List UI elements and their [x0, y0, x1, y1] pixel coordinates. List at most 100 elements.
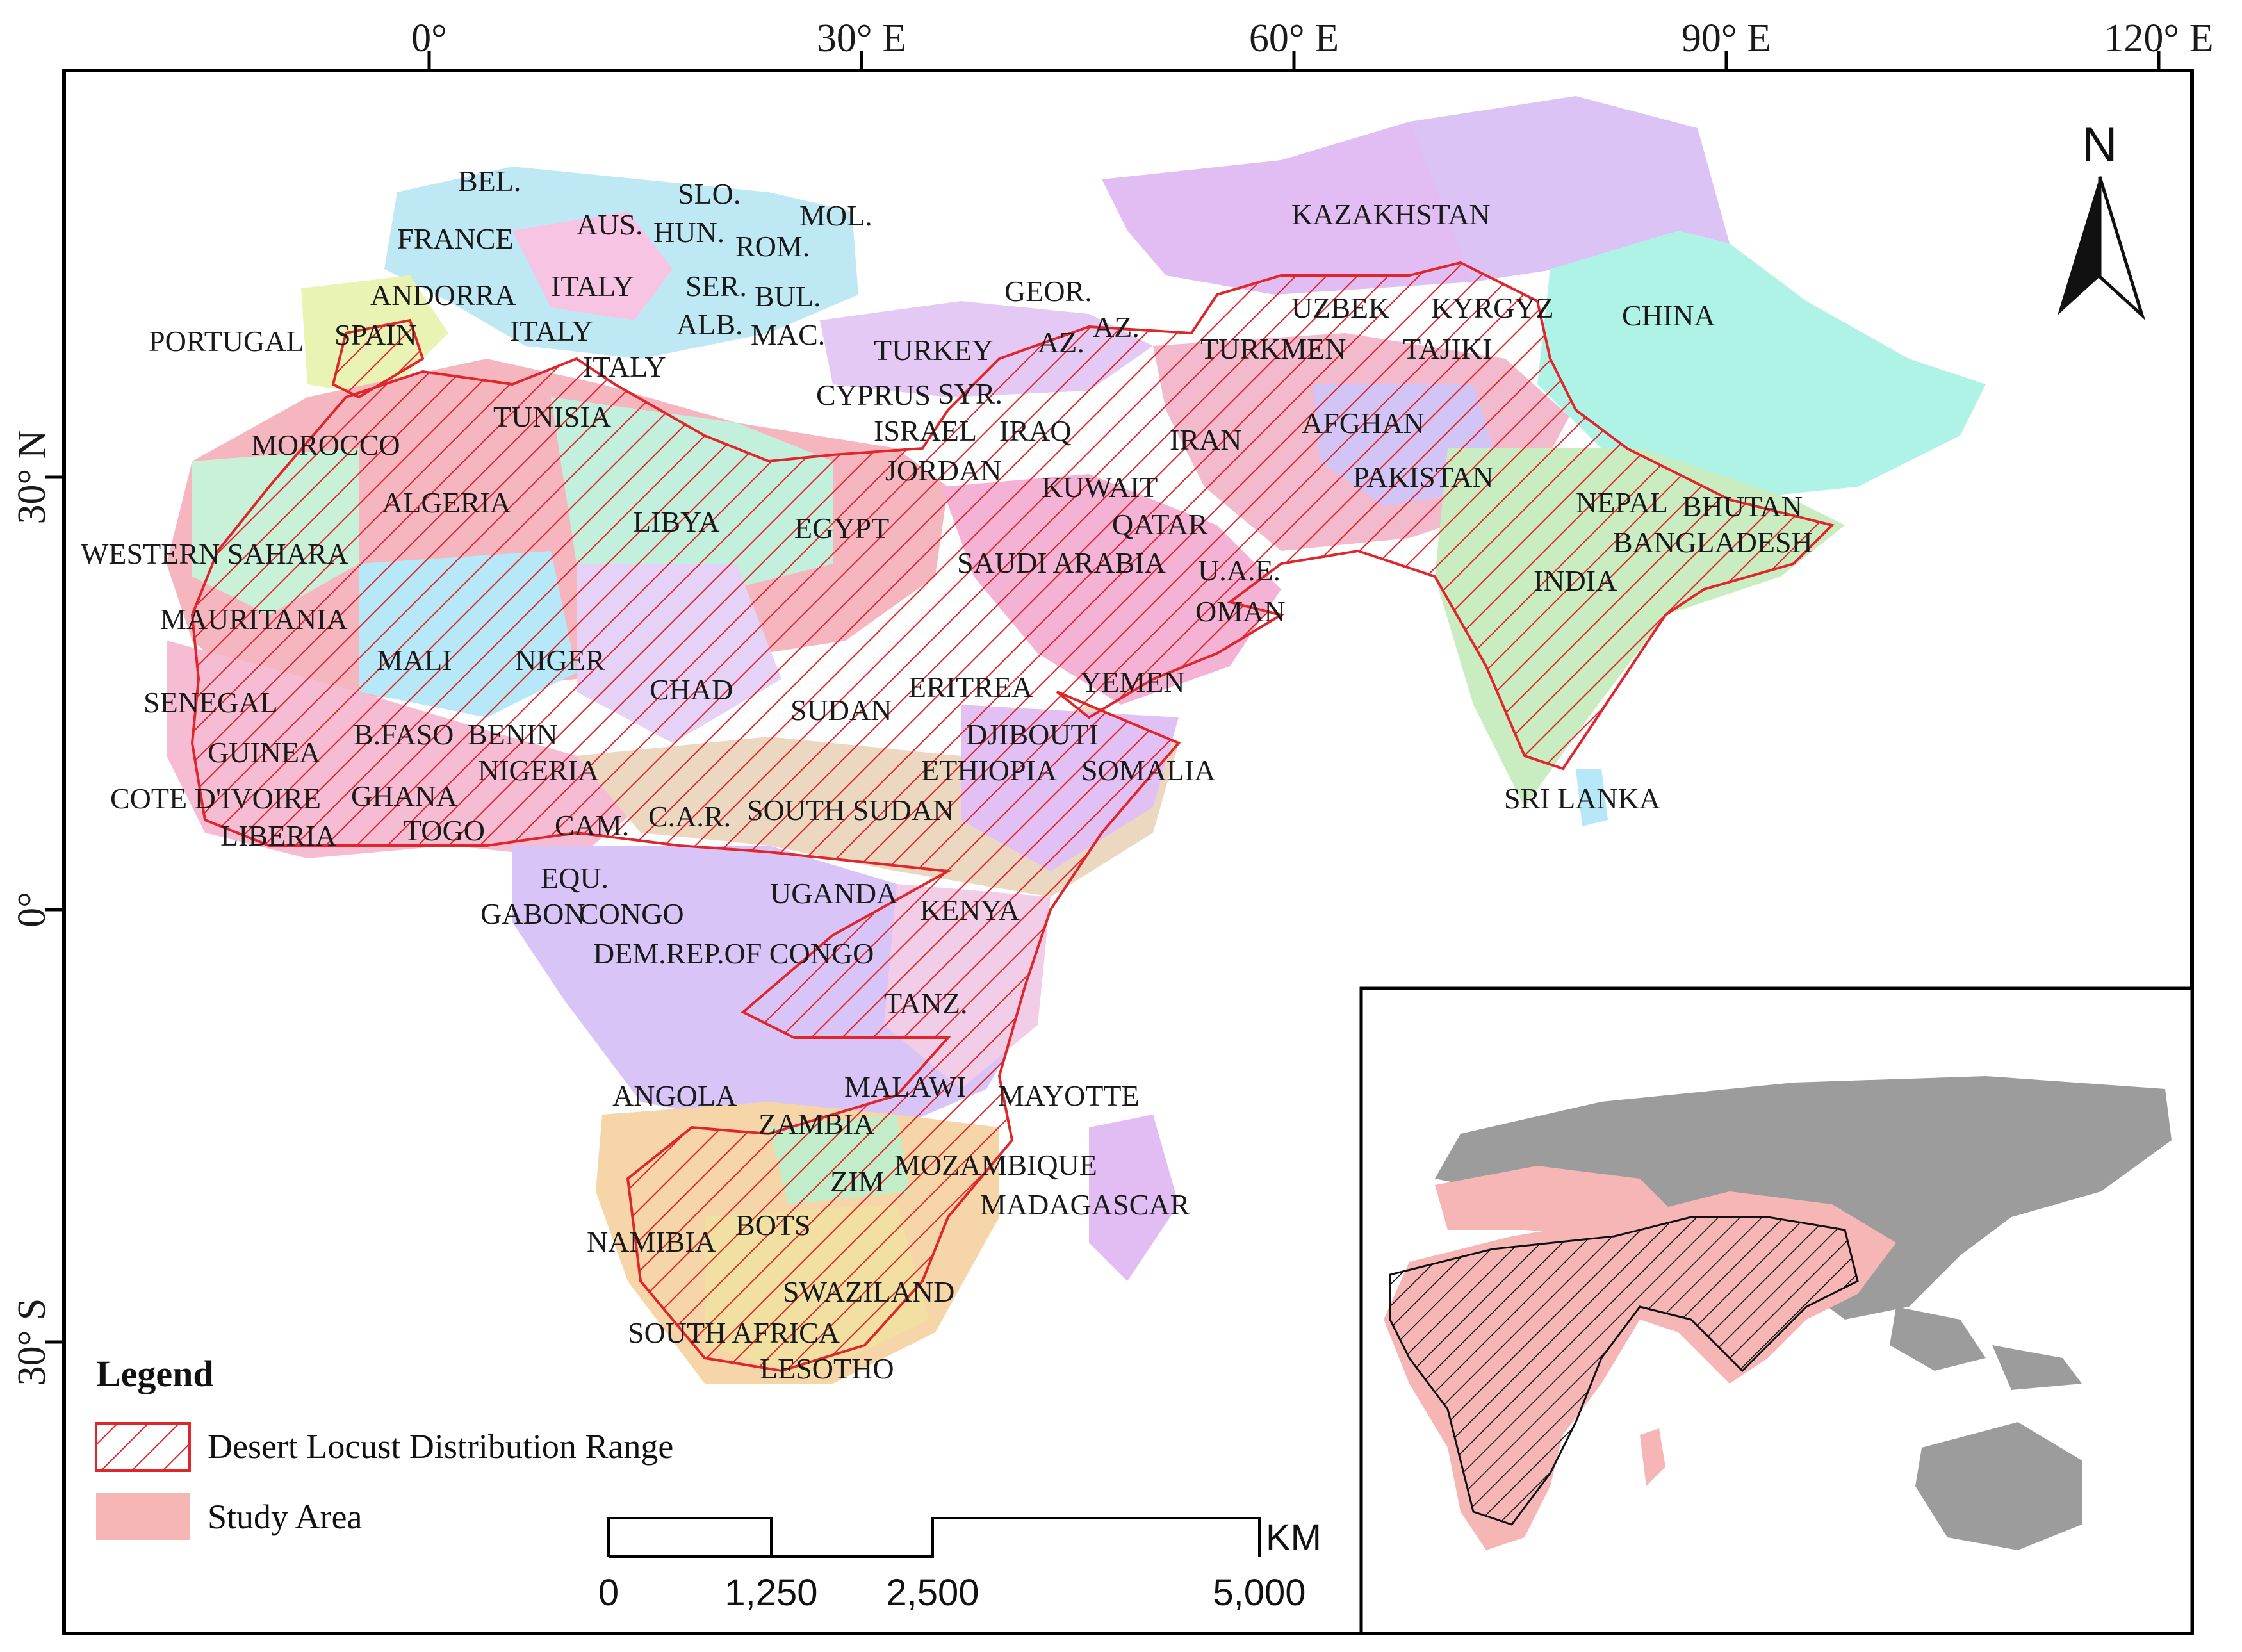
- country-label: MALAWI: [844, 1070, 967, 1103]
- north-arrow-icon: [2058, 176, 2146, 320]
- country-label: TURKMEN: [1200, 332, 1346, 365]
- country-label: SAUDI ARABIA: [957, 546, 1166, 579]
- country-label: ITALY: [510, 315, 593, 347]
- country-label: LESOTHO: [760, 1352, 894, 1385]
- country-label: CYPRUS: [816, 379, 931, 411]
- country-label: TOGO: [404, 814, 485, 847]
- axis-label-left-30n: 30° N: [10, 430, 54, 524]
- desert-locust-range: [190, 261, 1835, 1373]
- country-label: GEOR.: [1004, 275, 1092, 307]
- country-label: IRAQ: [999, 414, 1071, 447]
- country-label: UGANDA: [770, 877, 897, 910]
- country-label: MOL.: [799, 199, 872, 232]
- country-label: C.A.R.: [648, 800, 731, 833]
- country-label: NIGERIA: [478, 754, 599, 787]
- country-label: NEPAL: [1576, 486, 1668, 519]
- country-label: PAKISTAN: [1353, 461, 1494, 493]
- country-label: SER.: [685, 270, 747, 302]
- country-label: MALI: [377, 644, 452, 676]
- country-label: TUNISIA: [493, 400, 611, 433]
- country-label: BHUTAN: [1682, 490, 1803, 523]
- country-label: GABON: [480, 897, 585, 930]
- left-ticks: [45, 475, 64, 1344]
- country-label: U.A.E.: [1198, 554, 1281, 587]
- country-label: ITALY: [551, 270, 634, 302]
- country-label: TURKEY: [874, 334, 994, 366]
- country-label: BANGLADESH: [1613, 526, 1813, 559]
- scale-tick-1250: 1,250: [724, 1572, 817, 1614]
- country-label: COTE D'IVOIRE: [110, 782, 321, 815]
- country-label: TANZ.: [884, 987, 967, 1020]
- country-label: EGYPT: [794, 512, 889, 544]
- legend-title: Legend: [96, 1353, 214, 1394]
- country-label: NIGER: [515, 644, 605, 676]
- country-label: ISRAEL: [874, 414, 977, 447]
- top-ticks: [427, 51, 2161, 70]
- country-label: ANDORRA: [370, 279, 516, 311]
- country-label: LIBYA: [633, 505, 719, 538]
- country-label: EQU.: [541, 862, 609, 894]
- country-label: AFGHAN: [1302, 407, 1425, 439]
- country-label: QATAR: [1112, 508, 1208, 541]
- country-label: NAMIBIA: [587, 1225, 716, 1258]
- country-label: SENEGAL: [143, 686, 278, 719]
- legend-label-distribution: Desert Locust Distribution Range: [208, 1427, 673, 1466]
- country-label: MADAGASCAR: [980, 1188, 1190, 1221]
- country-label: MAURITANIA: [160, 603, 348, 635]
- country-label: SRI LANKA: [1504, 782, 1660, 815]
- country-label: ALGERIA: [382, 486, 511, 519]
- country-label: INDIA: [1534, 564, 1617, 597]
- country-label: YEMEN: [1080, 666, 1185, 698]
- country-label: B.FASO: [354, 718, 454, 751]
- country-label: SLO.: [678, 177, 741, 210]
- country-label: KYRGYZ: [1431, 291, 1554, 324]
- country-label: SUDAN: [790, 694, 892, 726]
- axis-label-top-0: 0°: [411, 17, 447, 60]
- country-label: MOZAMBIQUE: [894, 1149, 1097, 1181]
- country-label: JORDAN: [885, 454, 1001, 487]
- country-label: BEL.: [458, 165, 521, 197]
- axis-label-top-120e: 120° E: [2104, 17, 2213, 60]
- country-label: FRANCE: [397, 222, 513, 255]
- country-label: MOROCCO: [251, 429, 400, 461]
- country-labels: BEL. FRANCE AUS. SLO. HUN. MOL. ROM. AND…: [81, 165, 1813, 1385]
- country-label: CHAD: [650, 673, 733, 706]
- country-label: CHINA: [1622, 299, 1715, 332]
- scale-tick-0: 0: [598, 1572, 619, 1614]
- axis-label-left-0: 0°: [10, 892, 54, 928]
- country-label: ETHIOPIA: [921, 754, 1057, 787]
- country-label: KUWAIT: [1042, 471, 1158, 503]
- legend-swatch-study-area: [96, 1493, 190, 1540]
- country-label: IRAN: [1170, 423, 1241, 456]
- country-label: TAJIKI: [1403, 332, 1492, 365]
- legend-swatch-distribution: [95, 1422, 191, 1472]
- country-label: SYR.: [938, 377, 1002, 410]
- country-label: DEM.REP.OF CONGO: [593, 937, 874, 970]
- country-label: SPAIN: [334, 318, 417, 351]
- country-label: ROM.: [735, 230, 810, 263]
- country-label: ALB.: [676, 308, 743, 341]
- country-label: AZ.: [1038, 326, 1084, 359]
- country-label: MAC.: [751, 318, 825, 351]
- axis-label-top-90e: 90° E: [1682, 17, 1771, 60]
- country-label: AZ.: [1093, 311, 1140, 343]
- country-label: AUS.: [577, 208, 643, 241]
- country-label: KENYA: [920, 894, 1020, 926]
- country-label: ZAMBIA: [758, 1108, 874, 1140]
- north-arrow: N: [2058, 118, 2146, 320]
- north-label: N: [2082, 118, 2118, 172]
- axis-label-left-30s: 30° S: [10, 1298, 54, 1386]
- country-label: ERITREA: [908, 671, 1033, 703]
- country-label: PORTUGAL: [149, 325, 304, 357]
- country-label: ANGOLA: [612, 1079, 737, 1112]
- inset-map: [1359, 986, 2194, 1635]
- country-label: MAYOTTE: [998, 1079, 1140, 1112]
- country-label: SOMALIA: [1081, 754, 1216, 787]
- country-label: BENIN: [468, 718, 558, 751]
- country-label: SWAZILAND: [783, 1275, 954, 1308]
- country-label: KAZAKHSTAN: [1291, 198, 1491, 231]
- country-label: OMAN: [1195, 595, 1286, 628]
- axis-label-top-60e: 60° E: [1249, 17, 1339, 60]
- country-label: UZBEK: [1291, 291, 1389, 324]
